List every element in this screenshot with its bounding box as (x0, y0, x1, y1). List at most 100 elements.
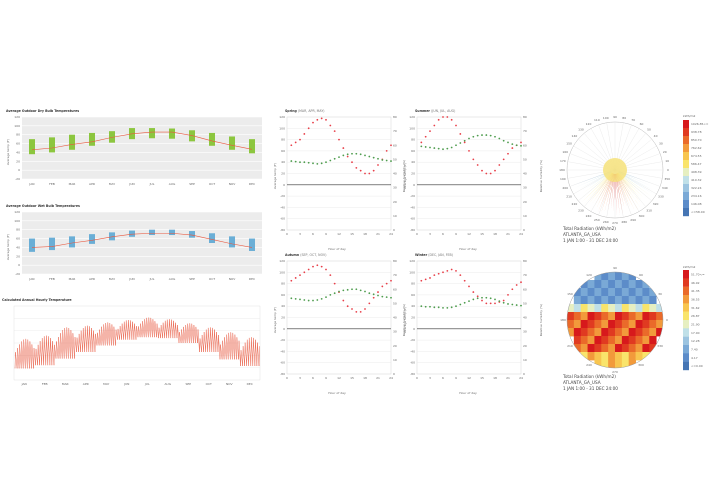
legend-swatch (683, 328, 689, 337)
rose-angle-label: 10 (665, 159, 669, 163)
radiation-cell (635, 280, 643, 289)
rose-angle-label: 0 (667, 168, 669, 172)
radiation-cell (594, 360, 602, 369)
x-tick-label: 12 (467, 376, 471, 380)
range-bar (209, 233, 215, 243)
radiation-rose-caption-1: Total Radiation (kWh/m2) (562, 226, 616, 231)
temperature-point (420, 305, 423, 308)
y2-tick-label: 30 (523, 186, 527, 190)
radiation-cell (642, 296, 650, 305)
rose-angle-label: 300 (639, 214, 645, 218)
legend-swatch (683, 160, 689, 169)
radiation-cell (594, 272, 602, 281)
wet-bulb-plot: -20 0 20 40 60 80 100 120 JAN FEB MAR APR MAY JUN JUL A… (14, 210, 262, 281)
radiation-cell (573, 296, 582, 305)
y2-tick-label: 60 (393, 287, 397, 291)
radiation-cell (587, 296, 595, 305)
humidity-point (433, 124, 436, 127)
summer-title: Summer (JUN, JUL, AUG) (415, 109, 455, 113)
y2-tick-label: 80 (523, 259, 527, 263)
humidity-point (511, 288, 514, 291)
radiation-cell (594, 280, 602, 289)
temperature-point (446, 147, 449, 150)
radiation-cell (587, 320, 595, 329)
range-bar (69, 134, 75, 150)
y2-tick-label: 50 (523, 157, 527, 161)
humidity-point (351, 161, 353, 164)
humidity-point (312, 265, 314, 268)
humidity-point (442, 271, 444, 274)
temperature-point (498, 300, 501, 303)
radiation-spike (597, 173, 614, 214)
radiation-spike (592, 173, 613, 203)
radiation-cell (615, 320, 623, 329)
radiation-cell (601, 288, 609, 297)
y-tick-label: -80 (280, 228, 285, 232)
radiation-cell (594, 288, 602, 297)
temperature-point (355, 288, 358, 291)
x-tick-label: 15 (480, 376, 484, 380)
humidity-point (303, 271, 306, 274)
y-tick-label: 20 (281, 316, 285, 320)
legend-swatch (683, 192, 689, 201)
x-tick-label: JAN (28, 182, 34, 186)
y-tick-label: 0 (18, 263, 20, 267)
temperature-point (507, 141, 509, 144)
humidity-point (325, 118, 327, 121)
radiation-cell (608, 344, 616, 353)
radiation-cell (628, 344, 636, 353)
x-tick-label: OCT (209, 182, 215, 186)
radiation-cell (608, 312, 616, 321)
y-tick-label: 120 (279, 259, 285, 263)
radiation-spike (618, 171, 654, 191)
dome-angle-label: 180 (560, 318, 566, 322)
temperature-point (372, 293, 375, 296)
dome-angle-label: 0 (666, 318, 668, 322)
temperature-point (359, 153, 362, 156)
y2-tick-label: 70 (393, 129, 397, 133)
radiation-spike (581, 172, 613, 203)
radiation-dome-caption-3: 1 JAN 1:00 - 31 DEC 24:00 (563, 386, 618, 391)
y-tick-label: -20 (280, 338, 285, 342)
temperature-point (459, 142, 462, 144)
dome-angle-label: 330 (657, 344, 663, 348)
humidity-point (355, 310, 358, 313)
temperature-point (498, 137, 501, 140)
radiation-spike (578, 171, 612, 190)
radiation-cell (621, 288, 630, 297)
y-tick-label: 80 (411, 138, 415, 142)
range-bar (189, 231, 195, 238)
x-tick-label: 0 (286, 232, 288, 236)
x-tick-label: 12 (337, 376, 341, 380)
humidity-point (377, 291, 379, 293)
hourly-temperature-line (14, 317, 260, 369)
radiation-spike (600, 173, 614, 215)
temperature-point (359, 289, 362, 292)
legend-label: 36.55 (691, 297, 700, 301)
radiation-cell (580, 336, 588, 345)
rose-angle-label: 250 (594, 218, 600, 222)
rose-angle-label: 210 (566, 195, 572, 199)
temperature-point (511, 303, 514, 306)
dry-bulb-chart: Average Outdoor Dry Bulb Temperatures Av… (6, 109, 262, 186)
temperature-point (455, 144, 457, 147)
x-tick-label: DEC (247, 382, 253, 386)
x-tick-label: NOV (226, 382, 234, 386)
winter-ylabel: Average temp (F) (403, 307, 407, 333)
temperature-point (520, 304, 522, 307)
temperature-point (424, 146, 427, 148)
y2-tick-label: 70 (523, 129, 527, 133)
y-tick-label: 0 (283, 327, 285, 331)
radiation-cell (649, 288, 657, 297)
x-tick-label: JUN (128, 277, 134, 281)
humidity-point (472, 158, 475, 161)
temperature-point (325, 296, 327, 299)
radiation-cell (628, 304, 636, 313)
x-tick-label: APR (83, 382, 89, 386)
radiation-rose-legend: 1026.85<= 938.78 850.70 762.62 674.55 586.47 4… (683, 120, 709, 217)
radiation-cell (656, 328, 664, 337)
humidity-point (468, 150, 470, 152)
radiation-cell (601, 272, 609, 281)
temperature-point (472, 298, 475, 301)
radiation-spike (615, 173, 623, 215)
